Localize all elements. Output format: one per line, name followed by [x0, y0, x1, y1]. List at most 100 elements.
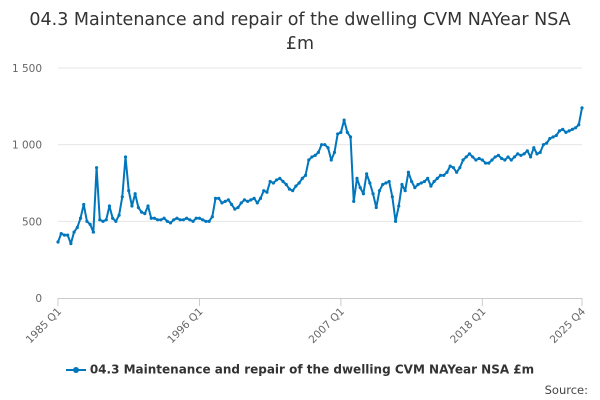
data-point[interactable] — [213, 196, 218, 200]
data-point[interactable] — [557, 129, 562, 133]
data-point[interactable] — [303, 173, 308, 177]
data-point[interactable] — [62, 233, 67, 237]
data-point[interactable] — [294, 184, 298, 188]
data-point[interactable] — [577, 123, 581, 127]
data-point[interactable] — [387, 179, 391, 184]
data-point[interactable] — [570, 127, 574, 131]
data-point[interactable] — [435, 176, 439, 180]
data-point[interactable] — [377, 189, 382, 193]
data-point[interactable] — [432, 179, 436, 184]
data-point[interactable] — [358, 186, 362, 190]
data-point[interactable] — [230, 202, 234, 207]
data-point[interactable] — [130, 204, 134, 208]
data-point[interactable] — [336, 132, 340, 136]
data-point[interactable] — [69, 241, 73, 246]
data-point[interactable] — [580, 106, 584, 110]
data-point[interactable] — [426, 176, 430, 180]
data-point[interactable] — [403, 189, 407, 193]
data-point[interactable] — [101, 219, 105, 223]
data-point[interactable] — [236, 205, 240, 210]
data-point[interactable] — [448, 164, 452, 168]
data-point[interactable] — [149, 216, 153, 220]
data-point[interactable] — [374, 205, 378, 210]
data-point[interactable] — [509, 158, 513, 162]
data-point[interactable] — [361, 192, 365, 196]
data-point[interactable] — [307, 158, 311, 162]
data-point[interactable] — [551, 135, 555, 139]
data-point[interactable] — [413, 186, 417, 190]
data-point[interactable] — [310, 155, 314, 159]
data-point[interactable] — [275, 178, 279, 182]
data-point[interactable] — [297, 181, 301, 185]
data-point[interactable] — [461, 158, 465, 162]
data-point[interactable] — [66, 233, 70, 237]
data-point[interactable] — [271, 181, 275, 185]
data-point[interactable] — [75, 225, 79, 230]
data-point[interactable] — [451, 166, 456, 170]
data-point[interactable] — [175, 216, 179, 220]
data-point[interactable] — [541, 143, 546, 147]
data-point[interactable] — [300, 176, 304, 180]
data-point[interactable] — [156, 218, 160, 222]
data-point[interactable] — [384, 181, 388, 185]
data-point[interactable] — [503, 158, 507, 162]
data-point[interactable] — [545, 141, 549, 145]
data-point[interactable] — [217, 196, 221, 200]
data-point[interactable] — [146, 204, 150, 208]
data-point[interactable] — [194, 216, 198, 220]
data-point[interactable] — [445, 170, 449, 174]
data-point[interactable] — [323, 143, 327, 147]
data-point[interactable] — [287, 187, 292, 191]
data-point[interactable] — [152, 216, 157, 220]
data-point[interactable] — [538, 150, 542, 154]
data-point[interactable] — [133, 192, 137, 196]
data-point[interactable] — [422, 179, 427, 184]
data-point[interactable] — [516, 152, 520, 156]
data-point[interactable] — [480, 158, 484, 162]
data-point[interactable] — [265, 190, 269, 194]
data-point[interactable] — [204, 219, 208, 223]
data-point[interactable] — [168, 221, 173, 225]
data-point[interactable] — [316, 150, 320, 154]
data-point[interactable] — [548, 136, 552, 141]
data-point[interactable] — [339, 130, 343, 134]
data-point[interactable] — [281, 179, 285, 184]
data-point[interactable] — [82, 202, 86, 207]
data-point[interactable] — [139, 210, 144, 214]
data-point[interactable] — [120, 195, 124, 199]
data-point[interactable] — [519, 153, 523, 157]
data-point[interactable] — [207, 219, 211, 223]
data-point[interactable] — [107, 204, 112, 208]
data-point[interactable] — [467, 152, 472, 156]
data-point[interactable] — [262, 189, 266, 193]
data-point[interactable] — [78, 216, 83, 220]
data-point[interactable] — [483, 161, 488, 165]
data-point[interactable] — [159, 218, 163, 222]
data-point[interactable] — [352, 199, 356, 203]
data-point[interactable] — [284, 182, 288, 187]
data-point[interactable] — [390, 195, 394, 199]
data-point[interactable] — [258, 196, 263, 200]
data-point[interactable] — [59, 232, 63, 236]
data-point[interactable] — [210, 215, 214, 219]
data-point[interactable] — [143, 212, 147, 216]
data-point[interactable] — [464, 155, 468, 159]
data-point[interactable] — [249, 198, 253, 202]
data-point[interactable] — [98, 218, 102, 222]
data-point[interactable] — [458, 166, 462, 170]
data-point[interactable] — [104, 218, 108, 222]
data-point[interactable] — [278, 176, 282, 180]
data-point[interactable] — [291, 189, 295, 193]
data-point[interactable] — [567, 129, 571, 133]
data-point[interactable] — [91, 230, 95, 234]
data-point[interactable] — [313, 153, 317, 157]
data-point[interactable] — [455, 170, 459, 174]
data-point[interactable] — [201, 218, 205, 222]
data-point[interactable] — [345, 130, 349, 134]
data-point[interactable] — [368, 181, 372, 185]
data-point[interactable] — [528, 155, 533, 159]
data-point[interactable] — [246, 199, 250, 203]
data-point[interactable] — [406, 170, 410, 174]
series-line[interactable] — [57, 107, 583, 245]
data-point[interactable] — [500, 156, 504, 161]
